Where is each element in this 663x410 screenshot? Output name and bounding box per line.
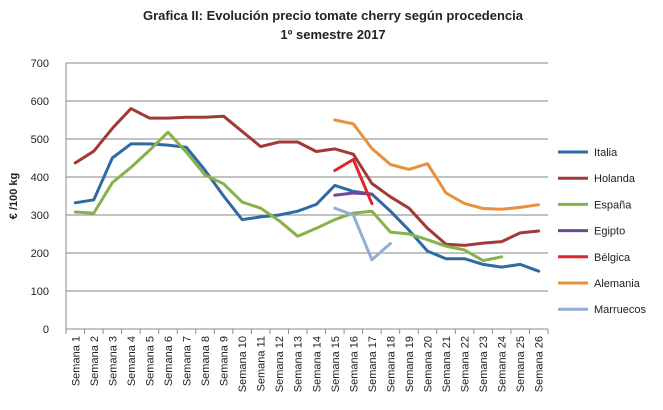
- x-tick-label: Semana 9: [219, 336, 231, 386]
- y-tick-label: 700: [31, 58, 49, 70]
- x-tick-label: Semana 1: [70, 336, 82, 386]
- x-tick-label: Semana 5: [144, 336, 156, 386]
- x-tick-label: Semana 7: [182, 336, 194, 386]
- y-tick-label: 500: [31, 134, 49, 146]
- y-tick-label: 0: [43, 324, 49, 336]
- legend-label: Bélgica: [594, 252, 631, 264]
- x-tick-label: Semana 4: [126, 336, 138, 386]
- chart-title-line2: 1º semestre 2017: [280, 27, 385, 42]
- x-tick-label: Semana 10: [237, 336, 249, 392]
- x-tick-labels: Semana 1 Semana 2 Semana 3 Semana 4 Semana 5…: [65, 329, 549, 392]
- series-line-marruecos: [333, 206, 392, 262]
- x-tick-label: Semana 24: [497, 336, 509, 392]
- y-tick-label: 200: [31, 248, 49, 260]
- x-tick-label: Semana 2: [89, 336, 101, 386]
- chart-title-line1: Grafica II: Evolución precio tomate cher…: [143, 8, 524, 23]
- x-tick-label: Semana 11: [256, 336, 268, 391]
- y-tick-label: 600: [31, 96, 49, 108]
- x-tick-label: Semana 16: [348, 336, 360, 392]
- series-line-bélgica: [333, 158, 374, 206]
- x-tick-label: Semana 26: [534, 336, 546, 392]
- x-tick-label: Semana 8: [200, 336, 212, 386]
- x-tick-label: Semana 18: [385, 336, 397, 392]
- x-tick-label: Semana 17: [367, 336, 379, 392]
- x-tick-label: Semana 14: [311, 336, 323, 392]
- x-tick-label: Semana 6: [163, 336, 175, 386]
- series-line-egipto: [333, 191, 374, 197]
- x-tick-label: Semana 21: [441, 336, 453, 392]
- legend-label: España: [594, 199, 632, 211]
- x-tick-label: Semana 12: [274, 336, 286, 392]
- series-line-holanda: [73, 107, 541, 247]
- x-tick-label: Semana 13: [293, 336, 305, 392]
- legend-label: Italia: [594, 147, 618, 159]
- x-tick-label: Semana 25: [515, 336, 527, 392]
- series-line-italia: [73, 142, 541, 273]
- x-tick-label: Semana 19: [404, 336, 416, 392]
- x-tick-label: Semana 23: [478, 336, 490, 392]
- y-tick-label: 300: [31, 210, 49, 222]
- legend-label: Alemania: [594, 278, 641, 290]
- x-tick-label: Semana 22: [460, 336, 472, 392]
- y-tick-labels: 0 100 200 300 400 500 600 700: [31, 58, 49, 336]
- series-line-alemania: [333, 118, 541, 211]
- legend: Italia Holanda España Egipto Bélgica Alemania…: [558, 147, 646, 316]
- y-axis-label: € /100 kg: [8, 173, 20, 219]
- x-tick-label: Semana 15: [330, 336, 342, 392]
- series-line-españa: [73, 130, 504, 263]
- y-tick-label: 400: [31, 172, 49, 184]
- legend-label: Egipto: [594, 226, 625, 238]
- series-lines: [73, 107, 541, 273]
- x-tick-label: Semana 3: [107, 336, 119, 386]
- x-tick-label: Semana 20: [423, 336, 435, 392]
- legend-label: Marruecos: [594, 304, 646, 316]
- legend-label: Holanda: [594, 173, 636, 185]
- grid-lines: [65, 62, 548, 330]
- y-tick-label: 100: [31, 286, 49, 298]
